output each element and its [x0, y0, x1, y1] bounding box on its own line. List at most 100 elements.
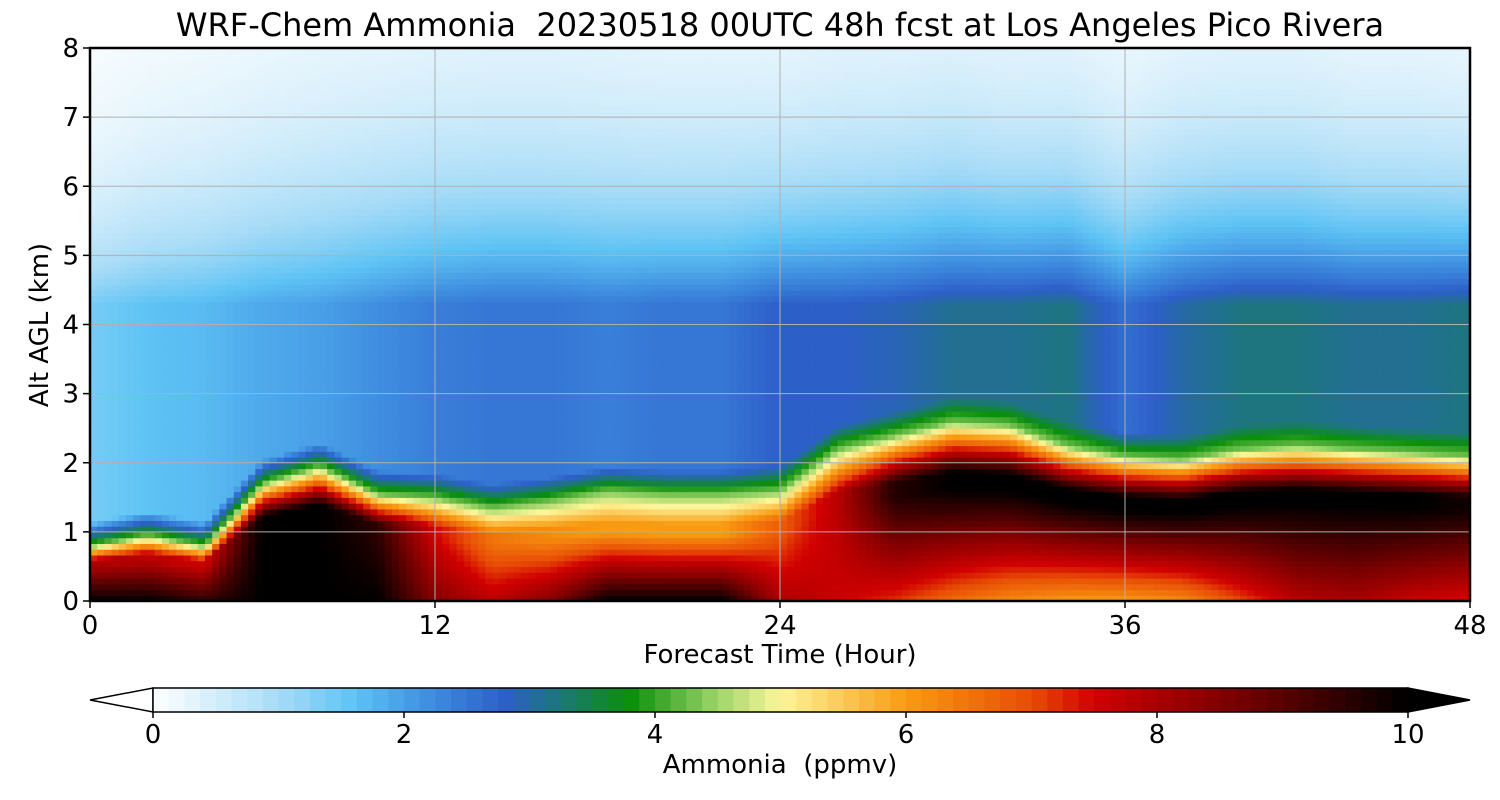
heatmap-cell — [370, 289, 379, 297]
heatmap-cell — [427, 393, 436, 400]
heatmap-cell — [384, 117, 393, 124]
heatmap-cell — [391, 330, 400, 337]
heatmap-cell — [320, 474, 328, 481]
heatmap-cell — [456, 589, 465, 596]
heatmap-cell — [97, 261, 105, 268]
heatmap-cell — [226, 589, 235, 596]
heatmap-cell — [90, 307, 98, 314]
heatmap-cell — [125, 295, 134, 303]
heatmap-cell — [104, 71, 113, 78]
heatmap-cell — [384, 122, 393, 130]
heatmap-cell — [248, 284, 256, 291]
heatmap-cell — [161, 526, 170, 533]
heatmap-cell — [125, 71, 134, 78]
heatmap-cell — [219, 560, 228, 568]
heatmap-cell — [435, 249, 443, 256]
heatmap-cell — [363, 583, 371, 591]
heatmap-cell — [197, 359, 206, 366]
heatmap-cell — [298, 312, 307, 320]
heatmap-cell — [377, 583, 386, 591]
heatmap-cell — [104, 266, 113, 274]
heatmap-cell — [183, 128, 192, 136]
heatmap-cell — [269, 186, 278, 193]
heatmap-cell — [140, 168, 149, 176]
heatmap-cell — [183, 157, 192, 164]
heatmap-cell — [420, 128, 429, 136]
heatmap-cell — [169, 76, 177, 84]
heatmap-cell — [348, 53, 357, 61]
heatmap-cell — [363, 289, 371, 297]
heatmap-cell — [298, 497, 307, 504]
heatmap-cell — [420, 393, 429, 400]
heatmap-cell — [305, 560, 314, 568]
heatmap-cell — [413, 301, 422, 308]
heatmap-cell — [435, 526, 443, 533]
heatmap-cell — [442, 433, 450, 441]
heatmap-cell — [262, 416, 271, 424]
heatmap-cell — [276, 572, 285, 579]
heatmap-cell — [133, 140, 141, 147]
heatmap-cell — [90, 462, 98, 470]
heatmap-cell — [442, 359, 450, 366]
heatmap-cell — [348, 433, 357, 441]
heatmap-cell — [133, 370, 141, 377]
heatmap-cell — [341, 549, 350, 556]
heatmap-cell — [248, 428, 256, 435]
heatmap-cell — [391, 215, 400, 222]
heatmap-cell — [305, 82, 314, 89]
heatmap-cell — [111, 220, 120, 228]
heatmap-cell — [363, 589, 371, 596]
heatmap-cell — [305, 186, 314, 193]
heatmap-cell — [240, 531, 249, 539]
heatmap-cell — [427, 566, 436, 573]
heatmap-cell — [427, 364, 436, 372]
heatmap-cell — [399, 220, 407, 228]
heatmap-cell — [312, 128, 321, 136]
heatmap-cell — [427, 336, 436, 343]
heatmap-cell — [176, 301, 185, 308]
heatmap-cell — [334, 353, 343, 360]
heatmap-cell — [370, 456, 379, 464]
heatmap-cell — [413, 94, 422, 101]
heatmap-cell — [111, 577, 120, 585]
heatmap-cell — [90, 549, 98, 556]
heatmap-cell — [413, 122, 422, 130]
heatmap-cell — [320, 324, 328, 331]
heatmap-cell — [125, 243, 134, 251]
heatmap-cell — [226, 422, 235, 429]
heatmap-cell — [140, 192, 149, 199]
heatmap-cell — [312, 65, 321, 72]
heatmap-cell — [377, 186, 386, 193]
heatmap-cell — [262, 336, 271, 343]
heatmap-cell — [269, 589, 278, 596]
heatmap-cell — [118, 151, 127, 159]
heatmap-cell — [111, 295, 120, 303]
heatmap-cell — [291, 549, 300, 556]
heatmap-cell — [269, 220, 278, 228]
heatmap-cell — [125, 364, 134, 372]
heatmap-cell — [305, 416, 314, 424]
heatmap-cell — [197, 117, 206, 124]
heatmap-cell — [154, 416, 163, 424]
heatmap-cell — [341, 117, 350, 124]
heatmap-cell — [399, 48, 407, 55]
heatmap-cell — [176, 76, 185, 84]
heatmap-cell — [97, 151, 105, 159]
heatmap-cell — [377, 508, 386, 516]
heatmap-cell — [406, 359, 415, 366]
heatmap-cell — [391, 209, 400, 216]
heatmap-cell — [183, 589, 192, 596]
heatmap-cell — [154, 549, 163, 556]
heatmap-cell — [240, 353, 249, 360]
heatmap-cell — [233, 439, 242, 447]
heatmap-cell — [197, 387, 206, 395]
heatmap-cell — [269, 330, 278, 337]
heatmap-cell — [197, 422, 206, 429]
heatmap-cell — [233, 261, 242, 268]
heatmap-cell — [420, 485, 429, 493]
heatmap-cell — [90, 330, 98, 337]
heatmap-cell — [341, 399, 350, 406]
heatmap-cell — [255, 549, 264, 556]
heatmap-cell — [111, 480, 120, 487]
heatmap-cell — [190, 122, 199, 130]
